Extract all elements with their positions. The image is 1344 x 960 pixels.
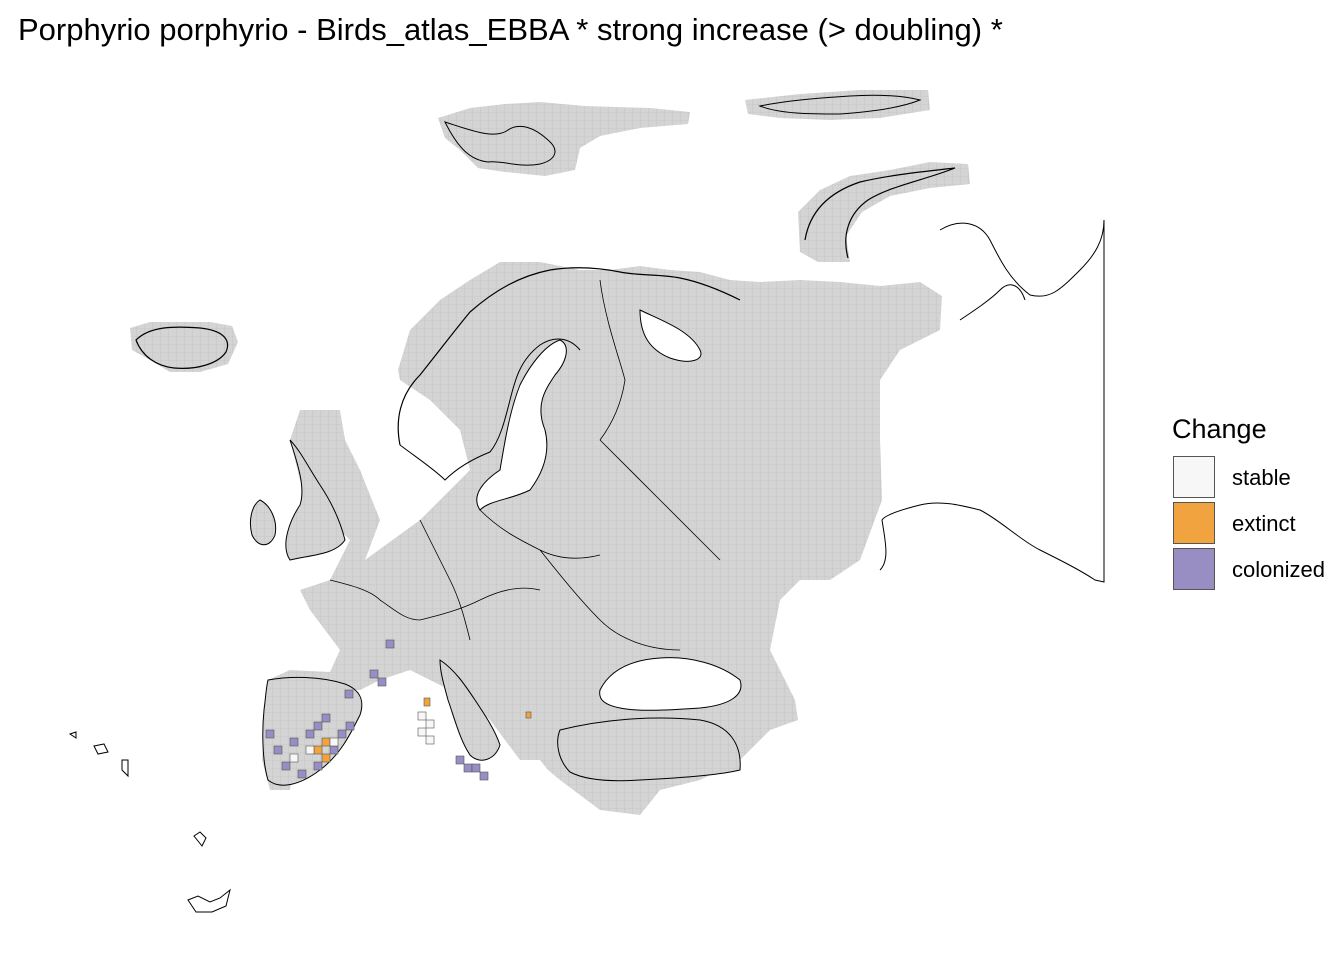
east-outline [879, 219, 1105, 583]
legend-item-stable: stable [1172, 456, 1342, 502]
novaya-zemlya [798, 162, 970, 262]
legend-item-extinct: extinct [1172, 502, 1342, 548]
legend: Change stable extinct colonized [1172, 412, 1342, 594]
map-title: Porphyrio porphyrio - Birds_atlas_EBBA *… [18, 12, 1003, 47]
arctic-islands [438, 90, 930, 176]
legend-swatch-stable [1173, 456, 1215, 498]
extinct-cells [313, 697, 532, 763]
legend-swatch-colonized [1173, 548, 1215, 590]
legend-label-colonized: colonized [1232, 557, 1325, 582]
atlantic-islands [68, 731, 231, 913]
stable-cells [289, 711, 435, 763]
legend-title: Change [1172, 414, 1267, 444]
iceland [130, 322, 238, 372]
legend-label-extinct: extinct [1232, 511, 1296, 536]
europe-mainland [249, 262, 942, 815]
legend-label-stable: stable [1232, 465, 1291, 490]
legend-item-colonized: colonized [1172, 548, 1342, 594]
legend-swatch-extinct [1173, 502, 1215, 544]
colonized-cells [265, 639, 489, 781]
